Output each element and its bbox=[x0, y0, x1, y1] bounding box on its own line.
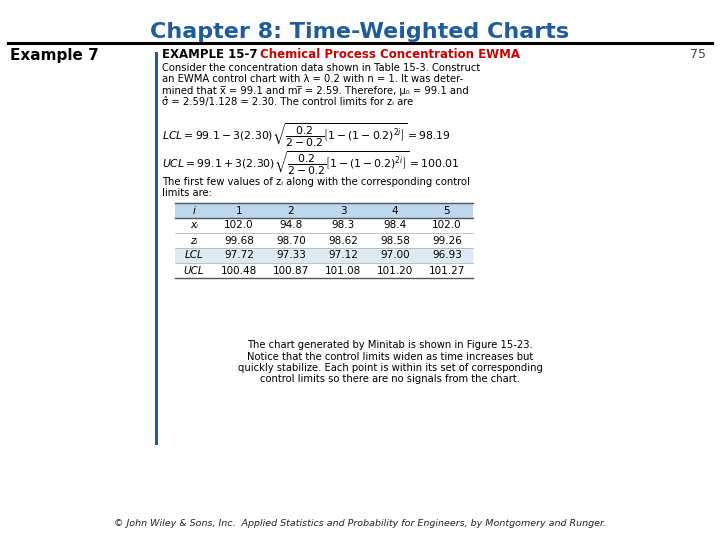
Text: quickly stabilize. Each point is within its set of corresponding: quickly stabilize. Each point is within … bbox=[238, 363, 542, 373]
Text: 99.68: 99.68 bbox=[224, 235, 254, 246]
Text: 98.62: 98.62 bbox=[328, 235, 358, 246]
Text: Notice that the control limits widen as time increases but: Notice that the control limits widen as … bbox=[247, 352, 533, 361]
Text: 5: 5 bbox=[444, 206, 450, 215]
Text: 97.33: 97.33 bbox=[276, 251, 306, 260]
Text: The chart generated by Minitab is shown in Figure 15-23.: The chart generated by Minitab is shown … bbox=[247, 340, 533, 350]
Text: 101.20: 101.20 bbox=[377, 266, 413, 275]
Text: © John Wiley & Sons, Inc.  Applied Statistics and Probability for Engineers, by : © John Wiley & Sons, Inc. Applied Statis… bbox=[114, 519, 606, 528]
Text: 101.08: 101.08 bbox=[325, 266, 361, 275]
Text: Example 7: Example 7 bbox=[10, 48, 99, 63]
Text: an EWMA control chart with λ = 0.2 with n = 1. It was deter-: an EWMA control chart with λ = 0.2 with … bbox=[162, 75, 463, 84]
Text: 97.72: 97.72 bbox=[224, 251, 254, 260]
Text: EXAMPLE 15-7: EXAMPLE 15-7 bbox=[162, 48, 274, 61]
Text: 98.70: 98.70 bbox=[276, 235, 306, 246]
Text: 2: 2 bbox=[288, 206, 294, 215]
Text: 1: 1 bbox=[235, 206, 243, 215]
Text: Chemical Process Concentration EWMA: Chemical Process Concentration EWMA bbox=[260, 48, 520, 61]
Text: 3: 3 bbox=[340, 206, 346, 215]
Text: 100.48: 100.48 bbox=[221, 266, 257, 275]
Text: 94.8: 94.8 bbox=[279, 220, 302, 231]
Text: 75: 75 bbox=[690, 48, 706, 61]
Text: Consider the concentration data shown in Table 15-3. Construct: Consider the concentration data shown in… bbox=[162, 63, 480, 73]
Text: 98.3: 98.3 bbox=[331, 220, 355, 231]
Text: 98.58: 98.58 bbox=[380, 235, 410, 246]
Bar bbox=[175, 248, 473, 263]
Text: UCL: UCL bbox=[184, 266, 204, 275]
Text: 99.26: 99.26 bbox=[432, 235, 462, 246]
Text: 96.93: 96.93 bbox=[432, 251, 462, 260]
Text: 97.00: 97.00 bbox=[380, 251, 410, 260]
Text: LCL: LCL bbox=[184, 251, 203, 260]
Text: 102.0: 102.0 bbox=[432, 220, 462, 231]
Bar bbox=[175, 203, 473, 218]
Text: 98.4: 98.4 bbox=[383, 220, 407, 231]
Text: limits are:: limits are: bbox=[162, 188, 212, 199]
Text: $LCL = 99.1 - 3(2.30)\sqrt{\dfrac{0.2}{2-0.2}\left[1-(1-0.2)^{2i}\right]} = 98.1: $LCL = 99.1 - 3(2.30)\sqrt{\dfrac{0.2}{2… bbox=[162, 122, 451, 150]
Text: 102.0: 102.0 bbox=[224, 220, 254, 231]
Text: 97.12: 97.12 bbox=[328, 251, 358, 260]
Text: $UCL = 99.1 + 3(2.30)\sqrt{\dfrac{0.2}{2-0.2}\left[1-(1-0.2)^{2i}\right]} = 100.: $UCL = 99.1 + 3(2.30)\sqrt{\dfrac{0.2}{2… bbox=[162, 150, 459, 178]
Text: xᵢ: xᵢ bbox=[190, 220, 198, 231]
Text: σ̂ = 2.59/1.128 = 2.30. The control limits for zᵢ are: σ̂ = 2.59/1.128 = 2.30. The control limi… bbox=[162, 98, 413, 107]
Text: 100.87: 100.87 bbox=[273, 266, 309, 275]
Text: control limits so there are no signals from the chart.: control limits so there are no signals f… bbox=[260, 375, 520, 384]
Text: 4: 4 bbox=[392, 206, 398, 215]
Text: mined that x̅ = 99.1 and mr̅ = 2.59. Therefore, μ₀ = 99.1 and: mined that x̅ = 99.1 and mr̅ = 2.59. The… bbox=[162, 86, 469, 96]
Text: i: i bbox=[192, 206, 195, 215]
Text: zᵢ: zᵢ bbox=[190, 235, 198, 246]
Text: Chapter 8: Time-Weighted Charts: Chapter 8: Time-Weighted Charts bbox=[150, 22, 570, 42]
Text: The first few values of zᵢ along with the corresponding control: The first few values of zᵢ along with th… bbox=[162, 177, 470, 187]
Text: 101.27: 101.27 bbox=[429, 266, 465, 275]
Bar bbox=[155, 52, 158, 445]
